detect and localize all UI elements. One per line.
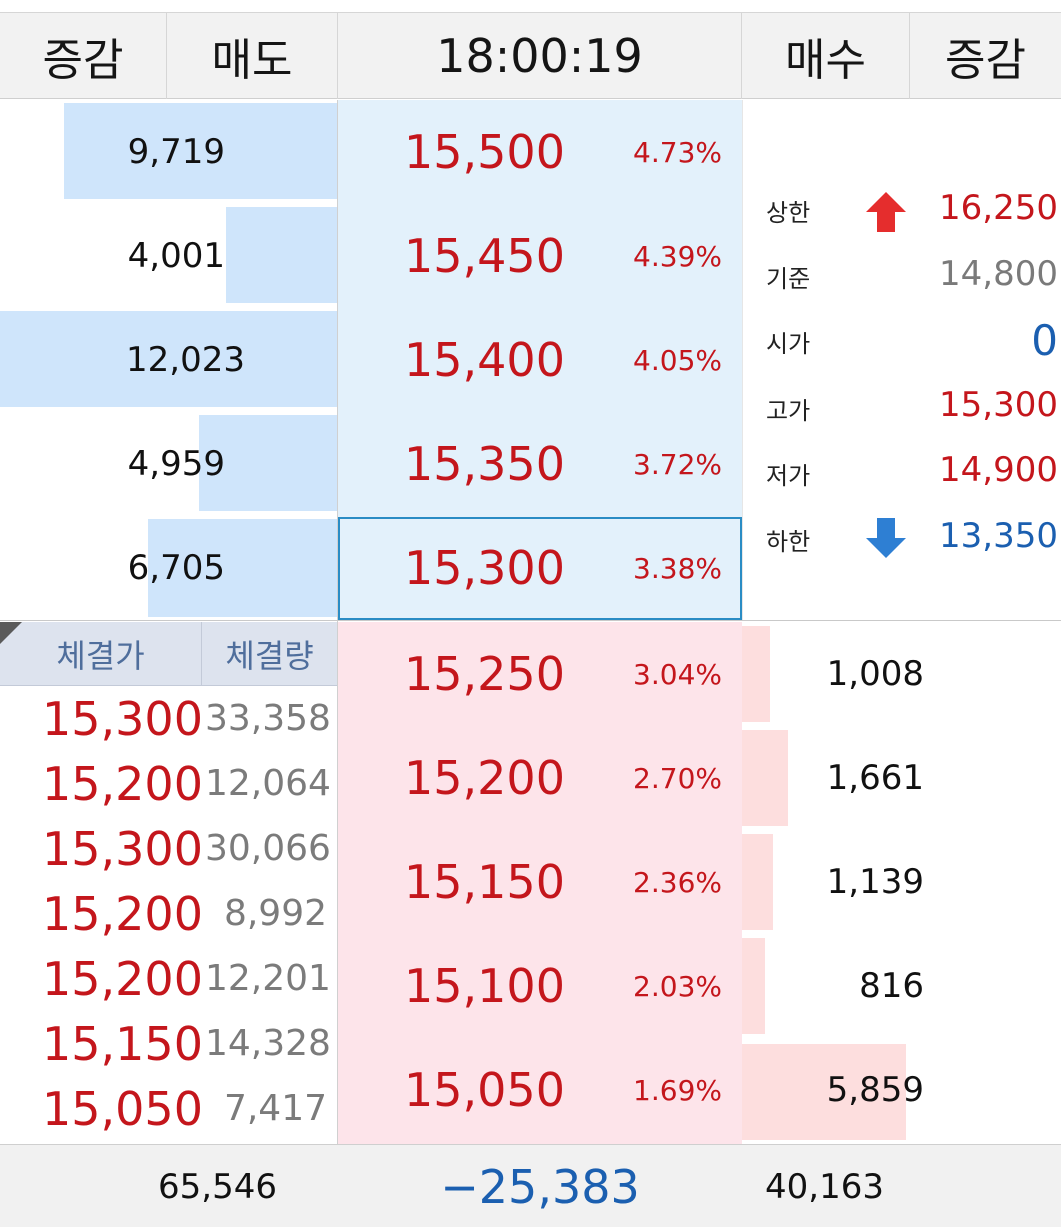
ask-qty: 12,023 — [126, 340, 245, 380]
trade-volume: 12,064 — [205, 763, 331, 804]
info-label-base: 기준 — [766, 265, 811, 293]
ask-change-pct: 4.39% — [633, 239, 722, 273]
trade-price: 15,200 — [42, 757, 203, 811]
trade-volume: 7,417 — [223, 1088, 327, 1129]
ask-row[interactable]: 4,959 15,350 3.72% — [0, 412, 1061, 516]
bid-qty-bar — [742, 938, 765, 1034]
trade-price: 15,300 — [42, 822, 203, 876]
header-bid-change[interactable]: 증감 — [945, 35, 1026, 86]
bid-qty: 1,139 — [826, 862, 924, 902]
ask-qty: 4,959 — [127, 444, 225, 484]
ask-qty: 4,001 — [127, 236, 225, 276]
bid-qty: 816 — [859, 966, 924, 1006]
ask-qty: 6,705 — [127, 548, 225, 588]
bid-qty: 1,661 — [826, 758, 924, 798]
bid-price[interactable]: 15,150 — [404, 855, 565, 909]
ask-qty-bar — [64, 103, 337, 199]
trade-volume: 14,328 — [205, 1023, 331, 1064]
ask-qty: 9,719 — [127, 132, 225, 172]
trade-price: 15,050 — [42, 1082, 203, 1136]
ask-row[interactable]: 6,705 15,300 3.38% — [0, 516, 1061, 620]
bid-change-pct: 2.36% — [633, 865, 722, 899]
bid-row[interactable]: 15,050 1.69% 5,859 — [0, 1038, 1061, 1142]
trade-price: 15,200 — [42, 952, 203, 1006]
ask-price[interactable]: 15,500 — [404, 125, 565, 179]
bid-change-pct: 2.03% — [633, 969, 722, 1003]
trade-col-volume: 체결량 — [225, 637, 314, 675]
bid-price[interactable]: 15,050 — [404, 1063, 565, 1117]
info-value-lower: 13,350 — [939, 516, 1058, 556]
net-qty-diff: −25,383 — [440, 1159, 640, 1214]
bid-qty-bar — [742, 834, 773, 930]
info-label-lower: 하한 — [766, 528, 811, 556]
bid-price[interactable]: 15,250 — [404, 647, 565, 701]
arrow-down-icon — [866, 518, 906, 558]
info-value-low: 14,900 — [939, 450, 1058, 490]
bid-qty: 1,008 — [826, 654, 924, 694]
orderbook-header: 증감 매도 18:00:19 매수 증감 — [0, 12, 1061, 99]
info-value-upper: 16,250 — [939, 188, 1058, 228]
bid-change-pct: 2.70% — [633, 761, 722, 795]
info-value-high: 15,300 — [939, 385, 1058, 425]
ask-price[interactable]: 15,450 — [404, 229, 565, 283]
info-label-open: 시가 — [766, 330, 811, 358]
info-label-high: 고가 — [766, 397, 811, 425]
arrow-up-icon — [866, 192, 906, 232]
trade-col-price: 체결가 — [0, 622, 202, 686]
ask-qty-bar — [226, 207, 337, 303]
ask-qty-bar — [199, 415, 337, 511]
bid-change-pct: 3.04% — [633, 657, 722, 691]
ask-change-pct: 3.38% — [633, 551, 722, 585]
ask-row[interactable]: 9,719 15,500 4.73% — [0, 100, 1061, 204]
ask-price[interactable]: 15,300 — [404, 541, 565, 595]
bid-row[interactable]: 15,200 2.70% 1,661 — [0, 726, 1061, 830]
info-label-low: 저가 — [766, 462, 811, 490]
bid-change-pct: 1.69% — [633, 1073, 722, 1107]
ask-change-pct: 4.05% — [633, 343, 722, 377]
bid-qty-bar — [742, 730, 788, 826]
ask-price-panel — [338, 100, 742, 620]
trade-volume: 8,992 — [223, 893, 327, 934]
ask-change-pct: 4.73% — [633, 135, 722, 169]
ask-row[interactable]: 12,023 15,400 4.05% — [0, 308, 1061, 412]
ask-change-pct: 3.72% — [633, 447, 722, 481]
ask-qty-bar — [0, 311, 337, 407]
trade-volume: 30,066 — [205, 828, 331, 869]
bid-row[interactable]: 15,100 2.03% 816 — [0, 934, 1061, 1038]
bid-price[interactable]: 15,200 — [404, 751, 565, 805]
header-time: 18:00:19 — [338, 13, 742, 99]
trade-price: 15,200 — [42, 887, 203, 941]
trade-price: 15,150 — [42, 1017, 203, 1071]
bid-price[interactable]: 15,100 — [404, 959, 565, 1013]
ask-qty-bar — [148, 519, 337, 617]
trade-volume: 33,358 — [205, 698, 331, 739]
total-ask-qty: 65,546 — [158, 1166, 277, 1207]
trade-price: 15,300 — [42, 692, 203, 746]
current-price-highlight — [338, 517, 742, 620]
header-ask-qty[interactable]: 매도 — [167, 13, 338, 99]
corner-triangle-icon[interactable] — [0, 622, 22, 644]
orderbook-footer: 65,546 −25,383 40,163 — [0, 1144, 1061, 1227]
info-label-upper: 상한 — [766, 199, 811, 227]
trade-list-header: 체결가 체결량 — [0, 622, 337, 686]
header-bid-qty[interactable]: 매수 — [742, 13, 910, 99]
ask-row[interactable]: 4,001 15,450 4.39% — [0, 204, 1061, 308]
ask-price[interactable]: 15,350 — [404, 437, 565, 491]
bid-qty-bar — [742, 1044, 906, 1140]
bid-row[interactable]: 15,250 3.04% 1,008 — [0, 622, 1061, 726]
bid-qty: 5,859 — [826, 1070, 924, 1110]
header-ask-change[interactable]: 증감 — [0, 13, 167, 99]
bid-price-panel — [338, 622, 742, 1144]
info-value-open: 0 — [1031, 316, 1058, 365]
trade-volume: 12,201 — [205, 958, 331, 999]
info-value-base: 14,800 — [939, 254, 1058, 294]
bid-qty-bar — [742, 626, 770, 722]
total-bid-qty: 40,163 — [765, 1166, 884, 1207]
ask-price[interactable]: 15,400 — [404, 333, 565, 387]
bid-row[interactable]: 15,150 2.36% 1,139 — [0, 830, 1061, 934]
